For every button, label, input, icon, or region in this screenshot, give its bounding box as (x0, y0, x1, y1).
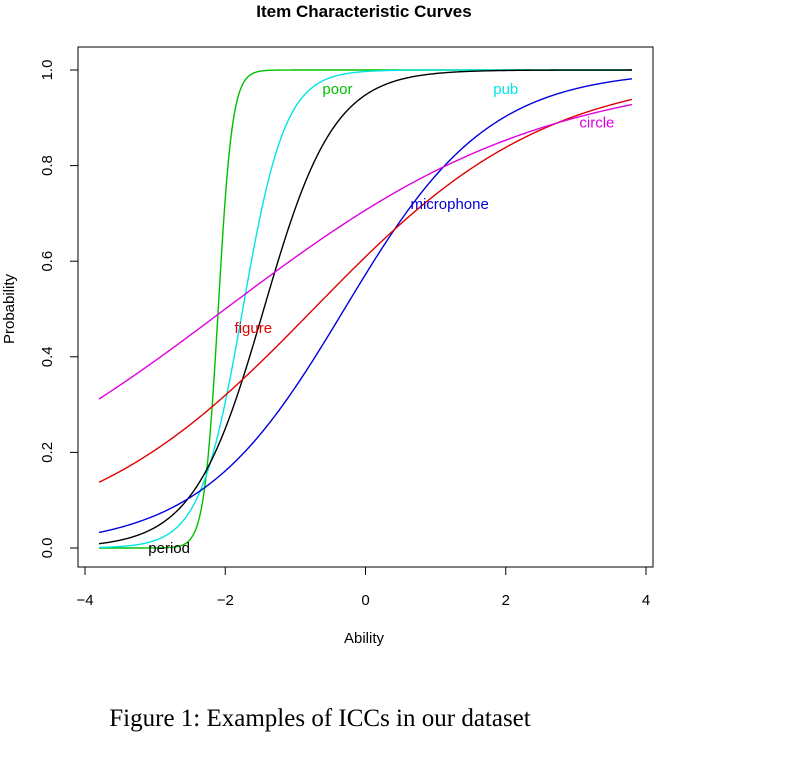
x-tick-label: 0 (361, 592, 369, 609)
x-axis: −4 −2 0 2 4 (76, 566, 650, 609)
plot-frame (77, 46, 654, 568)
y-tick-label: 1.0 (39, 60, 56, 81)
y-tick-label: 0.8 (39, 155, 56, 176)
y-tick-label: 0.2 (39, 442, 56, 463)
curve-label-period: period (148, 540, 190, 557)
curve-label-poor: poor (322, 81, 352, 98)
curve-figure (98, 98, 633, 483)
curve-labels: poor pub period microphone figure circle (148, 81, 614, 557)
y-axis-label: Probability (1, 273, 18, 344)
x-tick-label: 4 (642, 592, 650, 609)
x-tick-label: −4 (76, 592, 93, 609)
y-tick-label: 0.0 (39, 538, 56, 559)
curve-label-microphone: microphone (410, 196, 488, 213)
figure-caption: Figure 1: Examples of ICCs in our datase… (109, 705, 531, 732)
curve-label-figure: figure (235, 320, 273, 337)
y-axis: 0.0 0.2 0.4 0.6 0.8 1.0 (39, 60, 79, 559)
curve-period (98, 69, 632, 545)
icc-chart: Item Characteristic Curves −4 −2 0 2 4 0.00.… (1, 2, 654, 647)
chart-title: Item Characteristic Curves (256, 2, 471, 21)
y-tick-label: 0.4 (39, 346, 56, 367)
curve-pub (99, 69, 632, 549)
curve-circle (98, 103, 633, 400)
curve-label-circle: circle (579, 115, 614, 132)
curve-poor (99, 69, 632, 549)
y-tick-label: 0.6 (39, 251, 56, 272)
x-tick-label: −2 (217, 592, 234, 609)
x-tick-label: 2 (502, 592, 510, 609)
curve-label-pub: pub (493, 81, 518, 98)
curves (98, 69, 633, 549)
curve-microphone (98, 78, 633, 534)
x-axis-label: Ability (344, 630, 385, 647)
